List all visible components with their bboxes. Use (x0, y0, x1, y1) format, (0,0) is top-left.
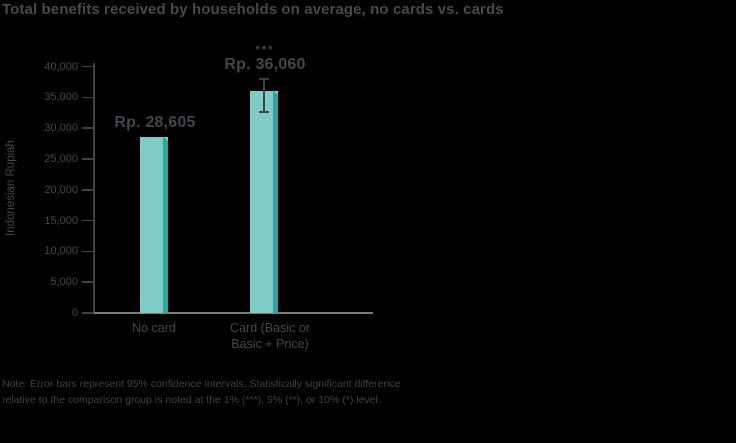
y-tick-mark (82, 127, 94, 129)
y-tick-mark (82, 281, 94, 283)
bar-value-label: Rp. 28,605 (114, 113, 196, 131)
y-tick-mark (82, 158, 94, 160)
y-tick-label: 25,000 (44, 152, 78, 165)
bar-no-card (140, 136, 168, 313)
y-tick-label: 35,000 (44, 91, 78, 104)
error-bar-line (263, 78, 265, 113)
y-tick-label: 5,000 (50, 276, 78, 289)
bar-value-label-box: *** Rp. 36,060 (200, 43, 330, 74)
y-tick-mark (82, 250, 94, 253)
error-bar-cap-bottom (259, 111, 269, 113)
y-tick-label: 30,000 (44, 122, 78, 135)
y-tick-label: 20,000 (44, 183, 78, 196)
y-tick-mark (82, 189, 94, 191)
y-tick-label: 0 (71, 307, 78, 319)
y-tick-mark (82, 96, 94, 99)
x-axis-line (82, 312, 373, 314)
y-tick-label: 40,000 (44, 60, 78, 73)
y-tick-label: 15,000 (44, 214, 78, 227)
bar-value-label: Rp. 36,060 (224, 55, 306, 73)
y-tick-mark (82, 312, 94, 314)
y-tick-mark (82, 219, 94, 222)
y-axis-line (93, 63, 95, 313)
bar-card (250, 90, 278, 313)
error-bar-cap-top (259, 78, 269, 80)
significance-stars: *** (255, 43, 275, 56)
footnote: Note: Error bars represent 95% confidenc… (2, 378, 401, 406)
x-axis-label: No card (132, 321, 176, 335)
x-axis-label: Card (Basic or Basic + Price) (230, 321, 310, 351)
y-tick-label: 10,000 (44, 245, 78, 258)
y-tick-mark (82, 65, 94, 68)
chart-title: Total benefits received by households on… (2, 1, 504, 18)
bar-value-label-box: Rp. 28,605 (90, 114, 220, 132)
